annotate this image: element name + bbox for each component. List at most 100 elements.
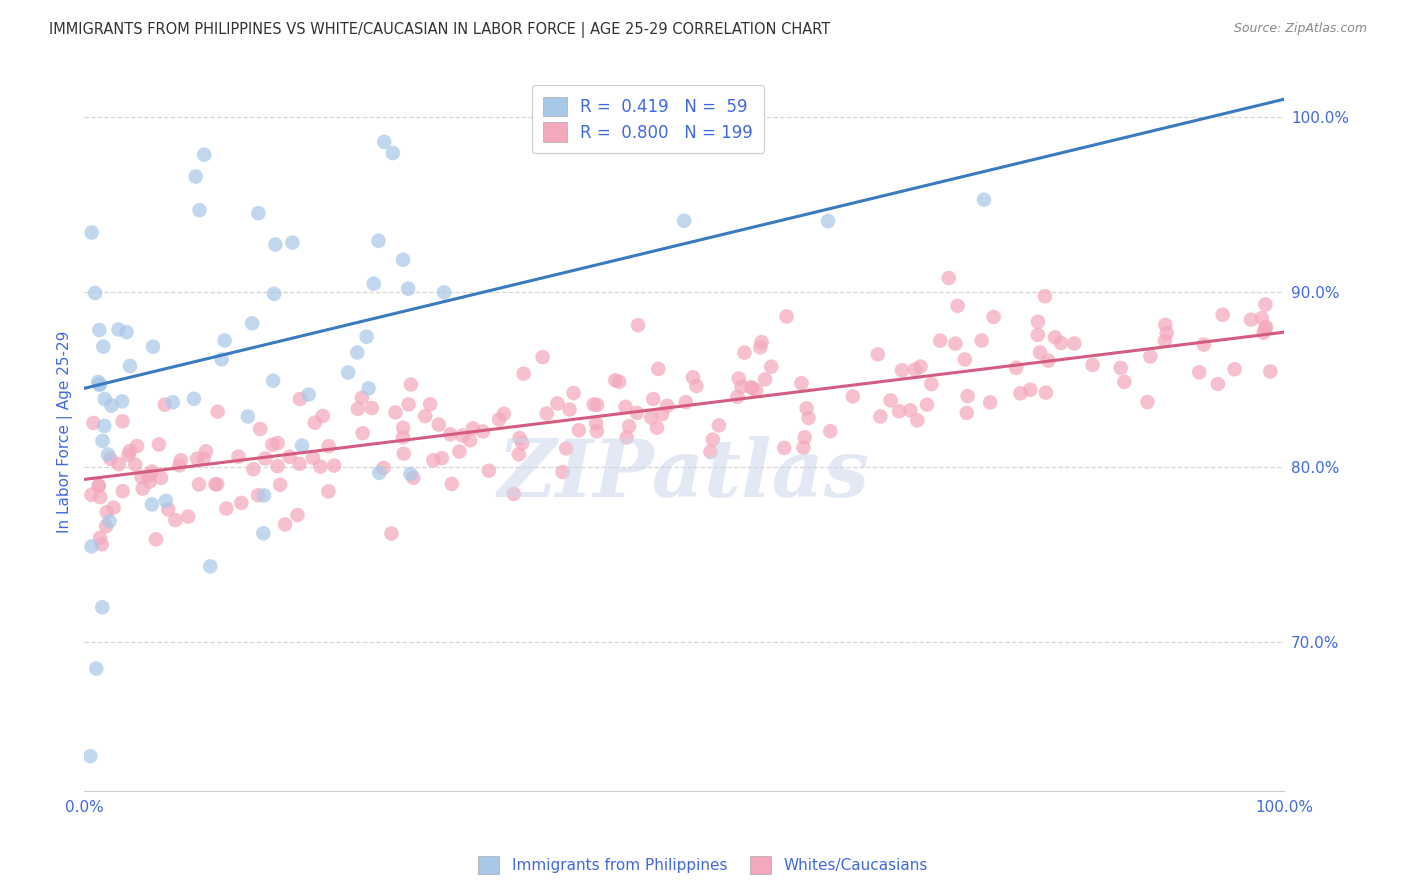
- Point: [398, 397, 420, 411]
- Point: [607, 375, 630, 389]
- Point: [278, 450, 301, 464]
- Point: [368, 466, 391, 480]
- Point: [91, 600, 114, 615]
- Y-axis label: In Labor Force | Age 25-29: In Labor Force | Age 25-29: [58, 331, 73, 533]
- Point: [586, 398, 609, 412]
- Point: [170, 453, 193, 467]
- Point: [188, 203, 211, 218]
- Point: [1035, 385, 1057, 400]
- Point: [165, 513, 187, 527]
- Point: [492, 407, 515, 421]
- Point: [252, 526, 274, 541]
- Point: [91, 434, 114, 448]
- Point: [131, 482, 153, 496]
- Point: [1206, 376, 1229, 391]
- Point: [281, 235, 304, 250]
- Point: [169, 458, 191, 473]
- Point: [512, 367, 534, 381]
- Point: [433, 285, 456, 300]
- Point: [953, 352, 976, 367]
- Point: [685, 379, 707, 393]
- Point: [266, 459, 288, 474]
- Point: [215, 501, 238, 516]
- Point: [1139, 350, 1161, 364]
- Point: [269, 477, 291, 491]
- Point: [449, 444, 471, 458]
- Point: [422, 453, 444, 467]
- Point: [263, 286, 285, 301]
- Point: [97, 448, 120, 462]
- Point: [356, 329, 378, 343]
- Point: [910, 359, 932, 374]
- Point: [309, 459, 332, 474]
- Point: [727, 371, 749, 385]
- Point: [183, 392, 205, 406]
- Point: [904, 362, 927, 376]
- Point: [1154, 334, 1177, 348]
- Point: [461, 421, 484, 435]
- Point: [254, 451, 277, 466]
- Point: [111, 414, 134, 428]
- Point: [887, 404, 910, 418]
- Point: [214, 334, 236, 348]
- Point: [510, 436, 533, 450]
- Point: [100, 399, 122, 413]
- Point: [673, 214, 696, 228]
- Point: [1136, 395, 1159, 409]
- Point: [288, 392, 311, 406]
- Point: [162, 395, 184, 409]
- Point: [1254, 320, 1277, 334]
- Point: [82, 416, 104, 430]
- Point: [87, 479, 110, 493]
- Point: [707, 418, 730, 433]
- Point: [509, 431, 531, 445]
- Point: [150, 471, 173, 485]
- Point: [842, 389, 865, 403]
- Point: [793, 430, 815, 444]
- Point: [396, 282, 419, 296]
- Point: [1253, 326, 1275, 340]
- Point: [96, 505, 118, 519]
- Point: [145, 533, 167, 547]
- Point: [796, 401, 818, 416]
- Point: [920, 377, 942, 392]
- Point: [200, 559, 222, 574]
- Point: [242, 462, 264, 476]
- Point: [585, 417, 607, 431]
- Point: [645, 420, 668, 434]
- Point: [929, 334, 952, 348]
- Point: [302, 450, 325, 465]
- Point: [228, 450, 250, 464]
- Point: [392, 252, 415, 267]
- Point: [91, 340, 114, 354]
- Point: [207, 405, 229, 419]
- Point: [617, 419, 640, 434]
- Point: [118, 444, 141, 458]
- Point: [98, 514, 121, 528]
- Point: [546, 396, 568, 410]
- Point: [392, 447, 415, 461]
- Point: [614, 400, 637, 414]
- Point: [157, 502, 180, 516]
- Point: [298, 387, 321, 401]
- Point: [471, 425, 494, 439]
- Point: [125, 439, 148, 453]
- Point: [142, 340, 165, 354]
- Point: [1050, 336, 1073, 351]
- Point: [346, 401, 368, 416]
- Point: [373, 461, 395, 475]
- Point: [291, 438, 314, 452]
- Point: [381, 146, 404, 161]
- Point: [89, 377, 111, 392]
- Point: [458, 434, 481, 448]
- Text: ZIPatlas: ZIPatlas: [498, 436, 870, 514]
- Point: [373, 135, 395, 149]
- Point: [1254, 297, 1277, 311]
- Point: [451, 428, 474, 442]
- Point: [84, 662, 107, 676]
- Point: [651, 407, 673, 421]
- Point: [430, 451, 453, 466]
- Point: [1081, 358, 1104, 372]
- Point: [702, 433, 724, 447]
- Point: [139, 475, 162, 489]
